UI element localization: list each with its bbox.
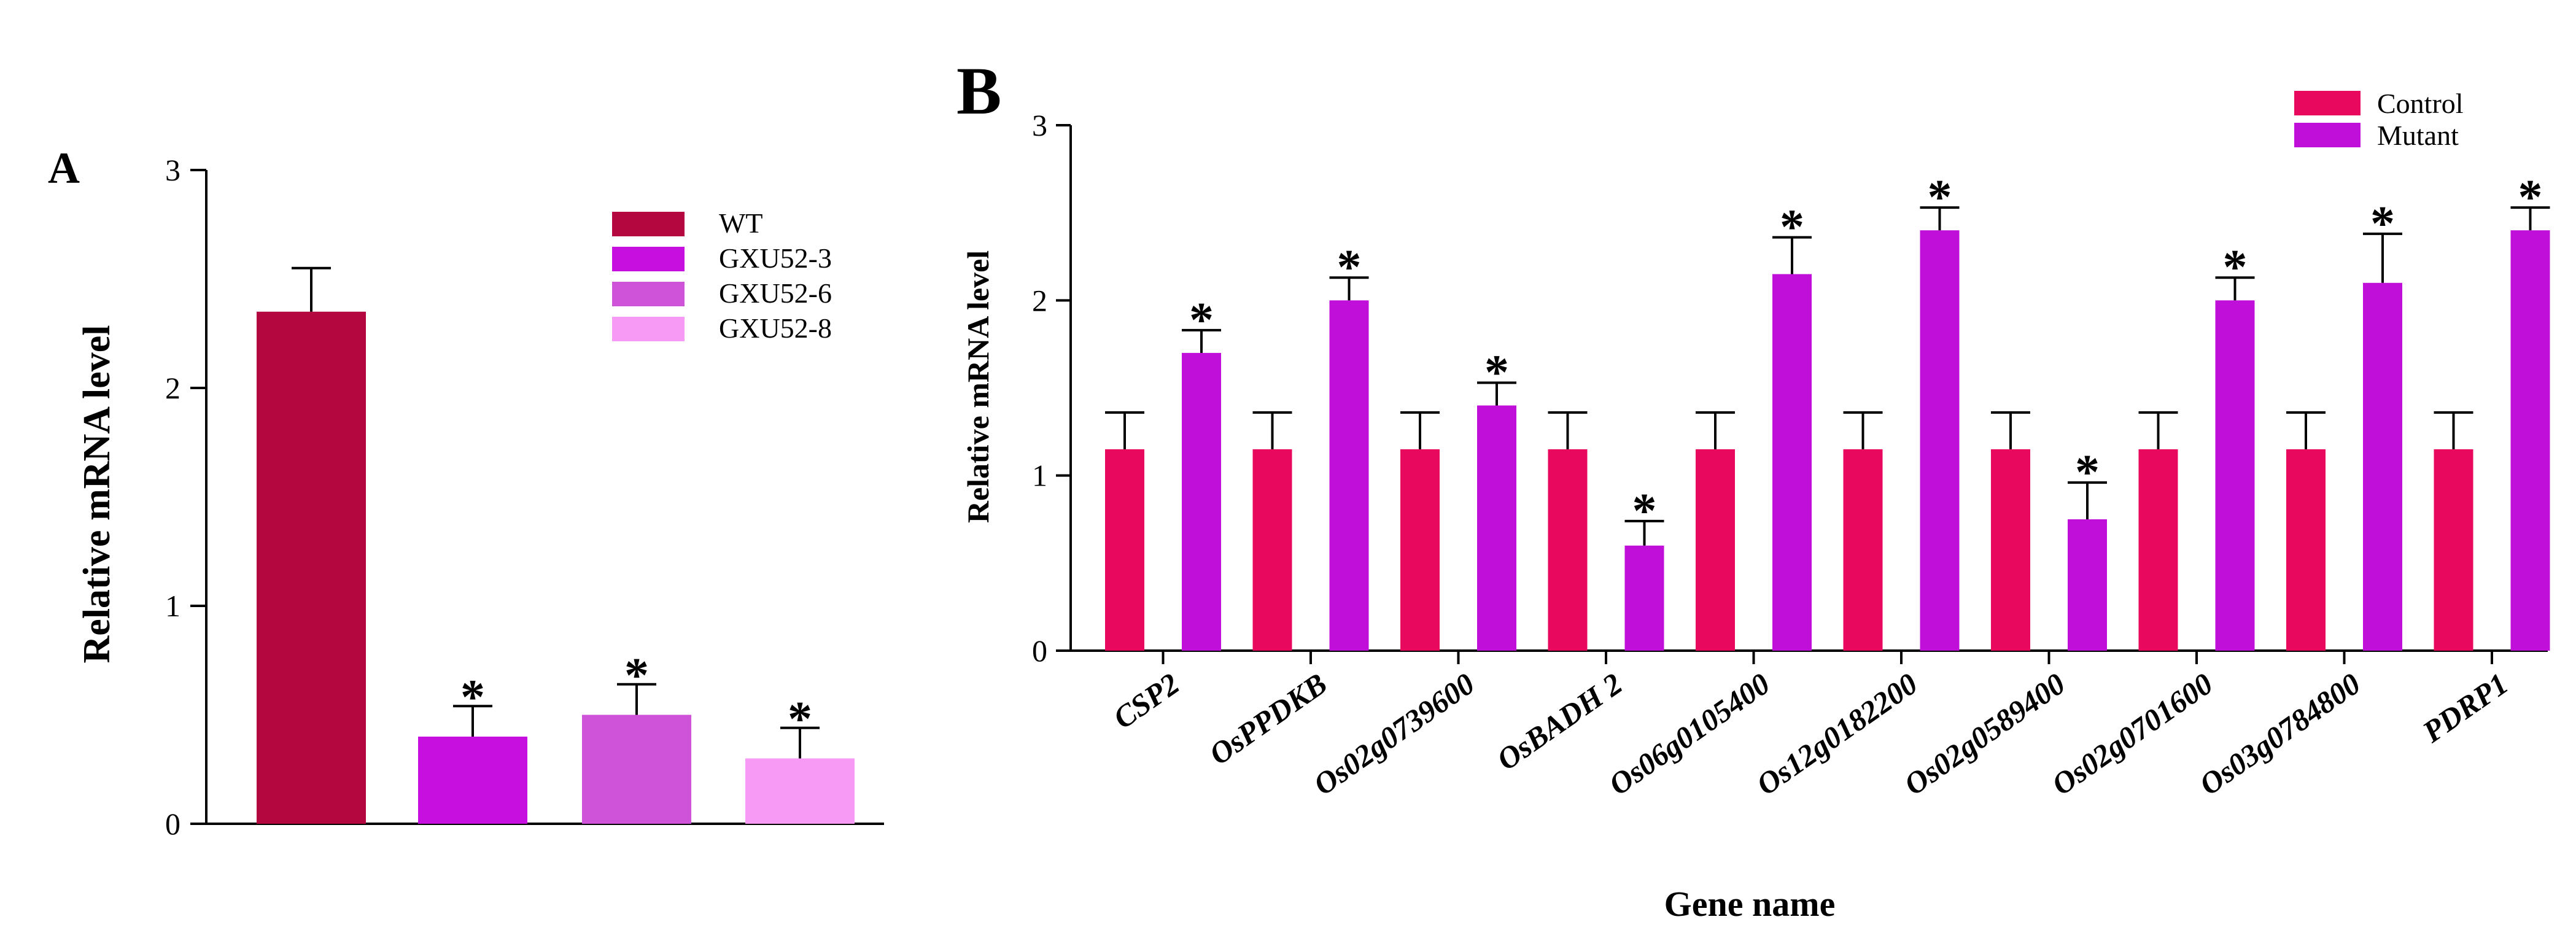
panel-b-mutant-bar [1329, 300, 1369, 651]
panel-b-significance-star: * [1189, 293, 1214, 347]
panel-b-y-tick-label: 2 [1032, 283, 1047, 317]
panel-b-control-bar [1400, 449, 1440, 651]
panel-a-legend-label: GXU52-8 [719, 312, 832, 344]
panel-b-mutant-bar [1182, 352, 1221, 651]
panel-b-mutant-bar [2363, 282, 2402, 651]
panel-b-control-bar [2286, 449, 2326, 651]
panel-b-bars: * * * * * * * * * * [1105, 171, 2550, 651]
panel-b-legend-swatch [2294, 123, 2361, 147]
panel-b-y-axis-title: Relative mRNA level [961, 250, 995, 523]
panel-a-significance-star: * [788, 692, 812, 746]
panel-b-legend-swatch [2294, 91, 2361, 115]
panel-a-legend-swatch [612, 247, 685, 271]
panel-b-mutant-bar [2510, 230, 2550, 651]
panel-a-legend-label: GXU52-3 [719, 242, 832, 274]
panel-a-y-tick-label: 1 [165, 589, 180, 623]
panel-a-letter: A [48, 144, 80, 193]
panel-a-legend-swatch [612, 212, 685, 236]
panel-b-mutant-bar [1624, 545, 1664, 651]
panel-b-letter: B [956, 53, 1001, 128]
panel-b-significance-star: * [1928, 171, 1952, 225]
panel-b-control-bar [2434, 449, 2473, 651]
panel-a-bars: * * * [257, 266, 855, 824]
panel-a-bar [257, 311, 366, 824]
panel-b-significance-star: * [2223, 241, 2248, 295]
panel-b-mutant-bar [1920, 230, 1960, 651]
panel-b-y-tick-label: 0 [1032, 633, 1047, 668]
panel-b-significance-star: * [2075, 446, 2100, 500]
panel-a-bar [745, 758, 855, 824]
panel-a-y-tick-label: 3 [165, 153, 180, 187]
panel-a-significance-star: * [624, 649, 649, 703]
panel-b-legend-label: Control [2377, 88, 2464, 119]
panel-b-control-bar [1843, 449, 1883, 651]
panel-a-legend-label: GXU52-6 [719, 277, 832, 309]
panel-b-significance-star: * [2370, 197, 2395, 251]
panel-b-control-bar [1991, 449, 2030, 651]
panel-b-significance-star: * [1484, 346, 1509, 400]
panel-b-legend-label: Mutant [2377, 120, 2459, 151]
panel-a-bar [418, 737, 527, 824]
panel-b-x-axis-title: Gene name [1664, 884, 1836, 924]
panel-b-control-bar [1252, 449, 1292, 651]
panel-b-control-bar [1105, 449, 1144, 651]
panel-a-legend-swatch [612, 317, 685, 341]
panel-a-chart: A Relative mRNA level 0 1 2 3 * * * WTGXU52-3… [48, 144, 884, 841]
panel-b-mutant-bar [1477, 405, 1516, 651]
panel-a-legend-label: WT [719, 207, 763, 239]
panel-a-legend-swatch [612, 282, 685, 306]
panel-a-y-tick-label: 0 [165, 807, 180, 841]
panel-b-mutant-bar [2068, 519, 2107, 651]
panel-b-control-bar [1696, 449, 1735, 651]
panel-b-mutant-bar [1772, 274, 1812, 651]
panel-b-significance-star: * [1337, 241, 1362, 295]
panel-b-significance-star: * [1780, 201, 1804, 255]
panel-a-bar [582, 715, 691, 824]
panel-b-control-bar [1548, 449, 1588, 651]
panel-b-significance-star: * [2518, 171, 2543, 225]
panel-a-y-axis-title: Relative mRNA level [76, 325, 118, 664]
panel-b-y-tick-label: 3 [1032, 108, 1047, 142]
panel-b-significance-star: * [1632, 484, 1657, 538]
panel-a-significance-star: * [460, 670, 485, 724]
panel-a-y-tick-label: 2 [165, 371, 180, 405]
panel-b-y-tick-label: 1 [1032, 459, 1047, 493]
panel-b-mutant-bar [2215, 300, 2255, 651]
panel-b-control-bar [2138, 449, 2178, 651]
